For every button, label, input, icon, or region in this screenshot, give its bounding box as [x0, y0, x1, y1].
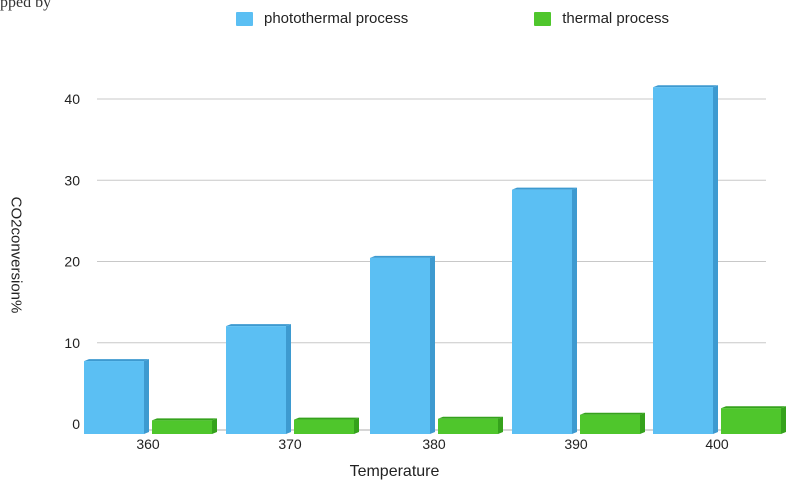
bar-thermal-side [498, 416, 503, 434]
legend-label-photothermal: photothermal process [264, 10, 409, 27]
legend-swatch-photothermal [236, 11, 253, 26]
bar-photothermal [370, 257, 430, 434]
bar-photothermal-top [84, 359, 149, 362]
bar-photothermal-side [713, 85, 718, 434]
y-tick-label: 0 [72, 416, 80, 432]
bar-thermal-top [438, 416, 503, 419]
bar-photothermal-top [512, 187, 577, 190]
bar-thermal [294, 419, 354, 434]
bar-photothermal-side [572, 187, 577, 434]
y-axis-label: CO2conversion% [7, 196, 25, 314]
legend-item-thermal: thermal process [534, 10, 669, 27]
bar-photothermal-top [226, 324, 291, 327]
bar-thermal [152, 420, 212, 434]
bar-thermal-top [294, 417, 359, 420]
x-tick-label: 380 [422, 436, 446, 452]
bar-photothermal-side [286, 324, 291, 434]
x-tick-label: 390 [564, 436, 588, 452]
bar-photothermal [512, 189, 572, 434]
bar-thermal-side [354, 417, 359, 434]
legend-label-thermal: thermal process [562, 10, 669, 27]
bar-photothermal [226, 326, 286, 434]
bar-thermal-side [781, 406, 786, 434]
bar-thermal [438, 418, 498, 434]
bar-thermal-top [152, 418, 217, 421]
bar-thermal-side [640, 412, 645, 434]
x-axis-label: Temperature [349, 463, 440, 480]
bar-thermal [721, 408, 781, 434]
legend: photothermal process thermal process [236, 10, 669, 27]
bar-photothermal-side [430, 255, 435, 434]
x-tick-label: 360 [136, 436, 160, 452]
x-tick-label: 370 [278, 436, 302, 452]
bar-thermal-side [212, 418, 217, 434]
top-fragment-text: pped by [0, 0, 52, 11]
bar-photothermal [653, 87, 713, 434]
bar-thermal [580, 414, 640, 434]
bar-thermal-top [580, 412, 645, 415]
bar-thermal-top [721, 406, 786, 409]
bar-photothermal-side [144, 359, 149, 434]
x-tick-label: 400 [705, 436, 729, 452]
y-tick-label: 40 [64, 91, 80, 107]
y-tick-label: 20 [64, 254, 80, 270]
bar-photothermal [84, 361, 144, 434]
y-tick-label: 10 [64, 335, 80, 351]
y-tick-label: 30 [64, 172, 80, 188]
legend-swatch-thermal [534, 11, 552, 26]
bar-photothermal-top [370, 255, 435, 258]
legend-item-photothermal: photothermal process [236, 10, 408, 27]
bar-photothermal-top [653, 85, 718, 88]
